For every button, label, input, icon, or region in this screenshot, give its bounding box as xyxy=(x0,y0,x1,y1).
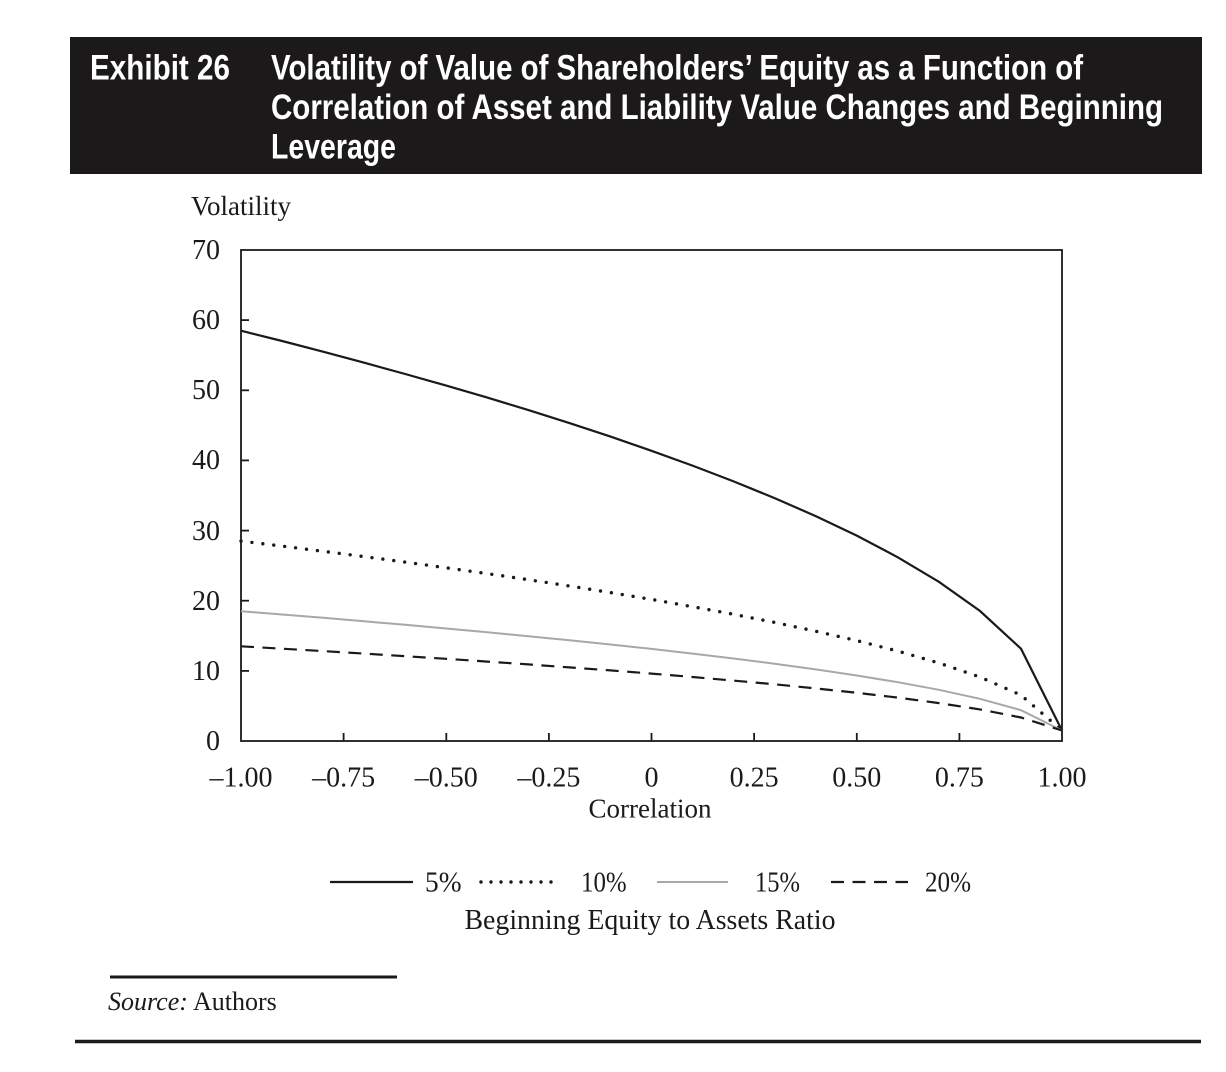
svg-text:0.25: 0.25 xyxy=(730,763,779,794)
svg-text:Correlation: Correlation xyxy=(589,794,712,824)
svg-text:0.75: 0.75 xyxy=(935,763,984,794)
svg-text:Volatility of Value of Shareho: Volatility of Value of Shareholders’ Equ… xyxy=(271,49,1083,88)
svg-text:5%: 5% xyxy=(425,868,462,899)
svg-text:0: 0 xyxy=(206,726,220,757)
svg-text:1.00: 1.00 xyxy=(1038,763,1087,794)
svg-text:Source: Authors: Source: Authors xyxy=(108,987,277,1016)
svg-text:Volatility: Volatility xyxy=(191,191,292,221)
svg-text:15%: 15% xyxy=(755,868,800,899)
svg-text:–0.25: –0.25 xyxy=(516,763,580,794)
svg-text:–0.75: –0.75 xyxy=(311,763,375,794)
svg-text:–1.00: –1.00 xyxy=(209,763,273,794)
svg-text:Correlation of Asset and Liabi: Correlation of Asset and Liability Value… xyxy=(271,88,1163,127)
svg-text:70: 70 xyxy=(192,235,220,266)
svg-text:–0.50: –0.50 xyxy=(414,763,478,794)
svg-text:20%: 20% xyxy=(925,868,971,899)
svg-text:50: 50 xyxy=(192,375,220,406)
svg-text:Beginning Equity to Assets Rat: Beginning Equity to Assets Ratio xyxy=(465,905,836,936)
svg-text:Leverage: Leverage xyxy=(271,128,396,167)
svg-text:30: 30 xyxy=(192,516,220,547)
svg-text:10: 10 xyxy=(192,656,220,687)
svg-text:10%: 10% xyxy=(581,868,627,899)
svg-text:Exhibit 26: Exhibit 26 xyxy=(90,49,230,88)
svg-text:0.50: 0.50 xyxy=(832,763,881,794)
svg-text:60: 60 xyxy=(192,305,220,336)
svg-text:40: 40 xyxy=(192,445,220,476)
svg-text:20: 20 xyxy=(192,586,220,617)
svg-text:0: 0 xyxy=(645,763,659,794)
